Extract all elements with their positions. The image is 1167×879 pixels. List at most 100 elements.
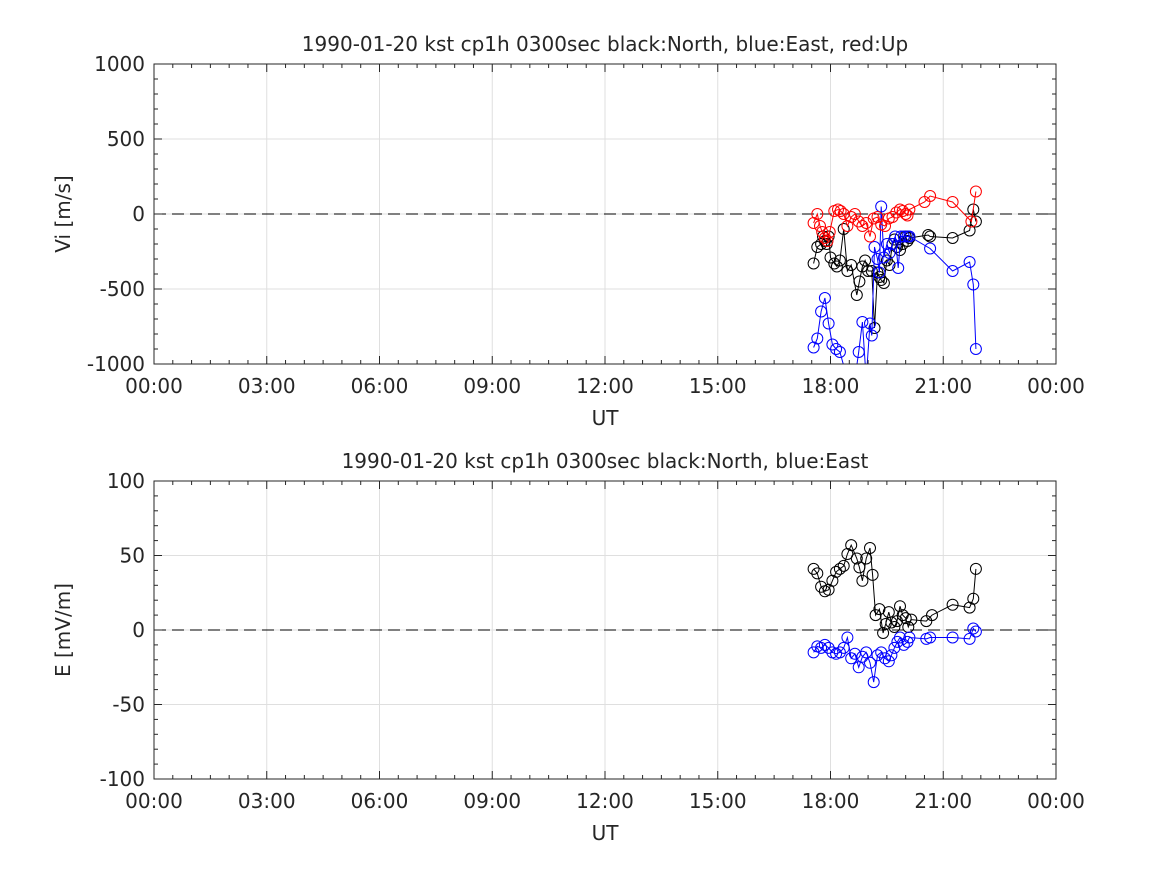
- data-point-north: [869, 609, 882, 622]
- x-tick-label: 00:00: [125, 374, 183, 398]
- data-point-east: [883, 247, 896, 259]
- data-point-up: [890, 206, 903, 219]
- data-point-north: [837, 559, 850, 572]
- y-axis-label: Vi [m/s]: [51, 175, 75, 252]
- data-point-north: [888, 621, 901, 633]
- data-point-east: [880, 238, 893, 250]
- data-point-north: [967, 592, 980, 605]
- data-point-north: [833, 562, 846, 575]
- data-point-east: [852, 346, 865, 358]
- data-point-east: [924, 631, 937, 644]
- y-tick-label: -50: [112, 693, 145, 717]
- data-point-east: [879, 652, 891, 665]
- series-line-east: [813, 206, 977, 364]
- data-point-up: [848, 208, 861, 220]
- data-point-east: [892, 262, 905, 274]
- data-point-east: [894, 230, 907, 243]
- data-point-north: [856, 574, 869, 587]
- data-point-up: [818, 232, 831, 244]
- data-point-east: [871, 649, 884, 662]
- data-point-up: [901, 209, 914, 222]
- x-tick-label: 18:00: [802, 789, 860, 813]
- data-point-east: [837, 641, 850, 654]
- data-point-north: [924, 230, 937, 243]
- data-point-east: [875, 200, 888, 213]
- data-point-north: [845, 539, 858, 552]
- data-point-up: [946, 196, 959, 208]
- data-point-east: [856, 316, 869, 328]
- data-point-east: [969, 625, 982, 638]
- data-point-east: [826, 338, 839, 351]
- series-line-north: [813, 543, 977, 634]
- data-point-north: [841, 265, 854, 277]
- x-tick-label: 18:00: [802, 374, 860, 398]
- data-point-north: [807, 562, 820, 575]
- data-point-east: [815, 305, 828, 318]
- data-point-east: [967, 278, 980, 291]
- data-point-up: [860, 217, 873, 229]
- data-point-east: [868, 241, 881, 253]
- data-point-up: [896, 205, 909, 217]
- y-tick-label: -1000: [87, 352, 145, 376]
- data-point-east: [886, 238, 899, 250]
- data-point-up: [924, 190, 937, 202]
- y-tick-label: 500: [107, 127, 145, 151]
- y-tick-label: -100: [100, 767, 145, 791]
- x-tick-label: 21:00: [914, 374, 972, 398]
- x-tick-label: 00:00: [1027, 374, 1085, 398]
- x-tick-label: 21:00: [914, 789, 972, 813]
- data-point-up: [965, 215, 978, 228]
- x-tick-label: 12:00: [576, 789, 634, 813]
- data-point-north: [877, 277, 890, 289]
- data-point-north: [875, 274, 888, 286]
- data-point-north: [922, 229, 935, 241]
- data-point-north: [850, 289, 863, 301]
- data-point-north: [850, 552, 863, 565]
- chart-title: 1990-01-20 kst cp1h 0300sec black:North,…: [302, 32, 908, 56]
- data-point-up: [899, 208, 912, 220]
- data-point-north: [946, 232, 959, 244]
- chart-electric-field: 00:00 03:00 06:00 09:00 12:00 15:00 18:00 21:00…: [51, 449, 1085, 845]
- data-point-north: [830, 260, 843, 273]
- data-point-east: [903, 631, 916, 644]
- y-tick-label: 0: [132, 202, 145, 226]
- data-point-north: [905, 613, 918, 626]
- data-point-east: [815, 641, 828, 654]
- data-point-east: [864, 656, 876, 669]
- data-point-east: [889, 230, 902, 243]
- data-point-north: [828, 257, 841, 270]
- data-point-up: [823, 226, 836, 238]
- data-point-up: [969, 185, 982, 198]
- data-point-up: [903, 203, 916, 216]
- data-point-north: [853, 561, 866, 574]
- data-point-east: [807, 646, 820, 659]
- data-point-east: [830, 343, 843, 355]
- data-point-north: [811, 241, 824, 253]
- data-point-east: [946, 265, 959, 277]
- data-point-east: [903, 230, 916, 243]
- data-point-east: [864, 317, 876, 330]
- data-point-east: [924, 242, 937, 255]
- data-point-north: [877, 627, 890, 639]
- x-tick-label: 06:00: [351, 374, 409, 398]
- data-point-north: [969, 562, 982, 575]
- data-point-east: [811, 332, 824, 345]
- data-point-north: [860, 552, 873, 565]
- x-tick-label: 15:00: [689, 789, 747, 813]
- x-tick-label: 12:00: [576, 374, 634, 398]
- data-point-east: [867, 676, 880, 689]
- data-point-north: [926, 609, 938, 622]
- data-point-up: [852, 215, 865, 228]
- y-tick-label: -500: [100, 277, 145, 301]
- data-point-up: [845, 211, 858, 223]
- data-point-east: [861, 374, 872, 385]
- data-point-north: [969, 215, 982, 228]
- data-point-north: [866, 568, 879, 581]
- data-point-north: [865, 265, 878, 277]
- data-point-up: [856, 220, 869, 232]
- data-point-east: [860, 646, 873, 659]
- data-point-north: [879, 618, 892, 630]
- data-point-east: [963, 256, 976, 268]
- chart-velocity: 00:00 03:00 06:00 09:00 12:00 15:00 18:00 21:00…: [51, 32, 1085, 430]
